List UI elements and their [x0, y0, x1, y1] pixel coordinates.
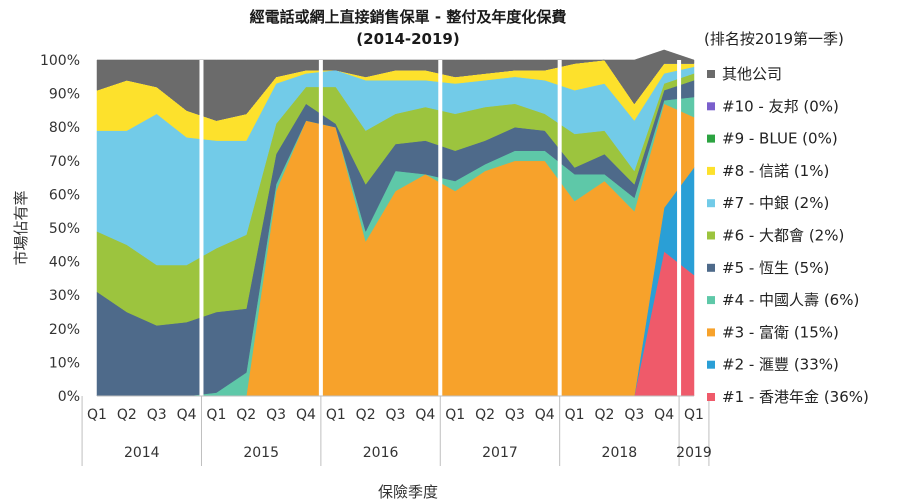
x-tick-label: Q4 — [296, 407, 316, 423]
y-tick-label: 10% — [49, 355, 80, 371]
legend-note: (排名按2019第一季) — [704, 30, 844, 48]
y-tick-label: 70% — [49, 154, 80, 170]
legend-swatch — [707, 360, 715, 369]
x-tick-label: Q3 — [147, 407, 167, 423]
legend-label: #1 - 香港年金 (36%) — [722, 388, 869, 406]
x-year-label: 2014 — [124, 445, 160, 461]
x-year-label: 2017 — [482, 445, 518, 461]
year-separator — [677, 60, 682, 396]
x-year-label: 2015 — [243, 445, 279, 461]
legend-swatch — [707, 263, 715, 272]
area-series-11 — [96, 49, 695, 121]
year-separator — [318, 60, 323, 396]
x-tick-label: Q1 — [565, 407, 585, 423]
legend-swatch — [707, 296, 715, 305]
y-tick-label: 60% — [49, 187, 80, 203]
legend-label: 其他公司 — [722, 65, 782, 83]
x-tick-label: Q1 — [326, 407, 346, 423]
x-tick-label: Q4 — [177, 407, 197, 423]
x-tick-label: Q3 — [386, 407, 406, 423]
x-tick-label: Q3 — [624, 407, 644, 423]
legend-label: #10 - 友邦 (0%) — [722, 97, 839, 115]
area-series — [96, 49, 695, 397]
legend-label: #7 - 中銀 (2%) — [722, 194, 829, 212]
legend-swatch — [707, 199, 715, 208]
legend: 其他公司 #10 - 友邦 (0%) #9 - BLUE (0%) #8 - 信諾 (… — [707, 65, 869, 406]
x-tick-label: Q1 — [87, 407, 107, 423]
y-axis: 0% 10% 20% 30% 40% 50% 60% 70% 80% 90% 100% — [40, 53, 80, 405]
chart-subtitle: (2014-2019) — [356, 30, 459, 48]
y-tick-label: 80% — [49, 120, 80, 136]
legend-swatch — [707, 393, 715, 401]
x-year-label: 2018 — [602, 445, 638, 461]
y-axis-label: 市場佔有率 — [12, 190, 30, 265]
x-tick-label: Q3 — [505, 407, 525, 423]
legend-label: #2 - 滙豐 (33%) — [722, 356, 839, 374]
x-tick-label: Q4 — [415, 407, 435, 423]
y-tick-label: 30% — [49, 288, 80, 304]
year-separator — [557, 60, 562, 396]
x-tick-label: Q2 — [356, 407, 376, 423]
year-separator — [438, 60, 443, 396]
y-tick-label: 20% — [49, 322, 80, 338]
y-tick-label: 50% — [49, 221, 80, 237]
y-tick-label: 100% — [40, 53, 80, 69]
y-tick-label: 40% — [49, 255, 80, 271]
x-tick-label: Q4 — [654, 407, 674, 423]
y-tick-label: 0% — [58, 389, 80, 405]
x-tick-label: Q1 — [206, 407, 226, 423]
x-axis: Q1 Q2 Q3 Q4 Q1 Q2 Q3 Q4 Q1 Q2 Q3 Q4 Q1 Q2 Q3 Q4 Q1 Q2 Q3 Q4… — [81, 395, 712, 466]
legend-label: #9 - BLUE (0%) — [722, 130, 838, 148]
x-tick-label: Q2 — [117, 407, 137, 423]
year-separators — [199, 60, 682, 396]
x-tick-label: Q2 — [594, 407, 614, 423]
legend-label: #3 - 富衛 (15%) — [722, 323, 839, 341]
legend-label: #5 - 恆生 (5%) — [722, 259, 829, 277]
year-separator — [199, 60, 204, 396]
x-tick-label: Q2 — [475, 407, 495, 423]
x-year-label: 2019 — [676, 445, 712, 461]
legend-swatch — [707, 231, 715, 240]
legend-label: #6 - 大都會 (2%) — [722, 227, 844, 245]
legend-label: #8 - 信諾 (1%) — [722, 162, 829, 180]
legend-swatch — [707, 70, 715, 78]
x-tick-label: Q3 — [266, 407, 286, 423]
legend-swatch — [707, 166, 715, 175]
x-year-label: 2016 — [363, 445, 399, 461]
x-axis-label: 保險季度 — [378, 483, 438, 501]
x-tick-label: Q4 — [535, 407, 555, 423]
x-tick-label: Q1 — [684, 407, 704, 423]
y-tick-label: 90% — [49, 87, 80, 103]
legend-label: #4 - 中國人壽 (6%) — [722, 291, 859, 309]
legend-swatch — [707, 134, 715, 143]
x-tick-label: Q1 — [445, 407, 465, 423]
legend-swatch — [707, 328, 715, 337]
legend-swatch — [707, 102, 715, 111]
x-tick-label: Q2 — [236, 407, 256, 423]
chart-title: 經電話或網上直接銷售保單 - 整付及年度化保費 — [250, 8, 567, 26]
